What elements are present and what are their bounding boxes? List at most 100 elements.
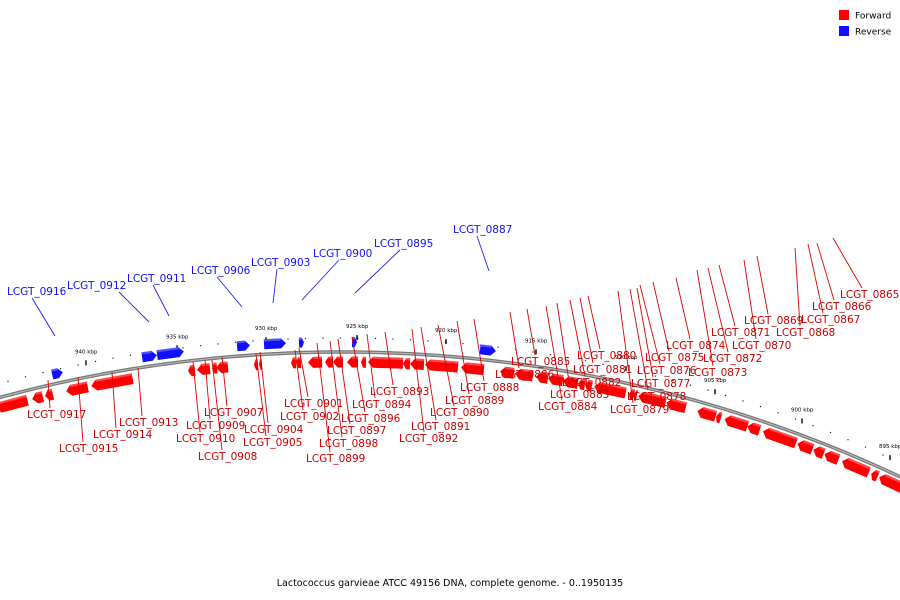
scale-minor-tick	[514, 348, 517, 351]
scale-minor-tick	[847, 439, 849, 441]
scale-minor-tick	[42, 372, 44, 374]
gene-shine	[830, 450, 841, 457]
forward-gene	[724, 415, 750, 432]
map-caption: Lactococcus garvieae ATCC 49156 DNA, com…	[276, 578, 624, 589]
scale-minor-tick	[217, 343, 219, 345]
leader-line	[255, 353, 267, 437]
reverse-gene	[236, 340, 250, 352]
leader-line	[473, 318, 485, 382]
gene-shine	[190, 364, 195, 368]
forward-gene	[797, 440, 815, 455]
leader-line	[354, 249, 401, 294]
forward-gene	[548, 373, 564, 387]
gene-shine	[373, 356, 404, 360]
scale-label: 925 kbp	[346, 324, 369, 330]
gene-arrow	[197, 363, 211, 375]
forward-gene-label: LCGT_0884	[538, 401, 598, 413]
leader-line	[587, 295, 601, 350]
leader-line	[696, 269, 714, 367]
scale-minor-tick	[59, 368, 62, 370]
forward-gene-label: LCGT_0899	[306, 453, 365, 465]
leader-line	[569, 299, 586, 377]
reverse-gene-label: LCGT_0887	[453, 224, 512, 236]
forward-gene	[842, 458, 871, 478]
gene-shine	[0, 394, 27, 405]
scale-minor-tick	[497, 346, 499, 348]
forward-gene-label: LCGT_0905	[243, 437, 302, 449]
scale-minor-tick	[7, 380, 9, 382]
gene-arrow	[716, 411, 723, 424]
leader-line	[137, 367, 143, 417]
forward-gene-label: LCGT_0883	[550, 389, 609, 401]
forward-gene	[361, 356, 367, 368]
gene-shine	[352, 356, 359, 359]
forward-gene-label: LCGT_0875	[645, 352, 704, 364]
forward-gene	[536, 371, 549, 384]
gene-arrow	[66, 381, 89, 396]
leader-line	[675, 277, 691, 340]
reverse-gene-label: LCGT_0903	[251, 257, 310, 269]
forward-gene-label: LCGT_0888	[460, 382, 519, 394]
scale-minor-tick	[234, 341, 237, 343]
gene-arrow	[51, 368, 63, 380]
scale-minor-tick	[584, 360, 587, 362]
genome-backbone-highlight	[0, 351, 900, 478]
scale-minor-tick	[777, 412, 779, 414]
leader-line	[211, 359, 223, 451]
forward-gene-label: LCGT_0904	[244, 424, 304, 436]
gene-arrow	[479, 344, 496, 356]
scale-minor-tick	[742, 400, 744, 402]
scale-minor-tick	[409, 339, 412, 341]
forward-gene-label: LCGT_0880	[577, 350, 636, 362]
gene-shine	[803, 440, 815, 447]
gene-shine	[505, 366, 515, 371]
forward-gene-label: LCGT_0891	[411, 421, 470, 433]
scale-label: 915 kbp	[525, 338, 548, 344]
gene-arrow	[0, 394, 29, 413]
gene-shine	[875, 469, 880, 474]
gene-shine	[298, 357, 301, 360]
forward-gene	[66, 381, 89, 396]
gene-shine	[453, 361, 459, 364]
forward-gene-label: LCGT_0909	[186, 420, 245, 432]
forward-gene	[563, 376, 579, 389]
gene-shine	[703, 407, 718, 414]
leader-line	[807, 243, 824, 314]
forward-gene-label: LCGT_0894	[352, 399, 412, 411]
forward-gene-label: LCGT_0886	[495, 369, 555, 381]
leader-line	[816, 242, 835, 301]
forward-gene-label: LCGT_0869	[744, 315, 803, 327]
reverse-gene	[263, 338, 286, 350]
leader-line	[476, 235, 490, 272]
scale-minor-tick	[357, 337, 359, 339]
forward-gene-label: LCGT_0865	[840, 289, 899, 301]
forward-gene-label: LCGT_0907	[204, 407, 263, 419]
leader-line	[411, 328, 425, 433]
leader-line	[329, 340, 343, 438]
leader-line	[366, 333, 376, 399]
forward-gene	[32, 391, 45, 404]
scale-minor-tick	[24, 376, 27, 378]
forward-gene	[666, 398, 688, 414]
leader-line	[298, 347, 309, 398]
gene-shine	[466, 362, 485, 367]
forward-gene-label: LCGT_0872	[703, 353, 762, 365]
leader-line	[652, 281, 670, 352]
gene-shine	[768, 427, 798, 440]
leader-line	[509, 311, 520, 369]
legend-swatch-reverse	[839, 26, 849, 36]
scale-label: 910 kbp	[615, 355, 638, 361]
gene-shine	[599, 382, 627, 390]
forward-gene	[425, 359, 454, 373]
gene-shine	[636, 389, 639, 393]
forward-gene	[500, 366, 515, 379]
forward-gene	[291, 357, 297, 369]
forward-gene-label: LCGT_0868	[776, 327, 835, 339]
forward-gene-label: LCGT_0914	[93, 429, 153, 441]
reverse-gene	[156, 347, 184, 361]
gene-shine	[35, 391, 43, 395]
scale-label: 930 kbp	[255, 326, 278, 332]
gene-shine	[480, 344, 492, 348]
gene-arrow	[32, 391, 45, 404]
